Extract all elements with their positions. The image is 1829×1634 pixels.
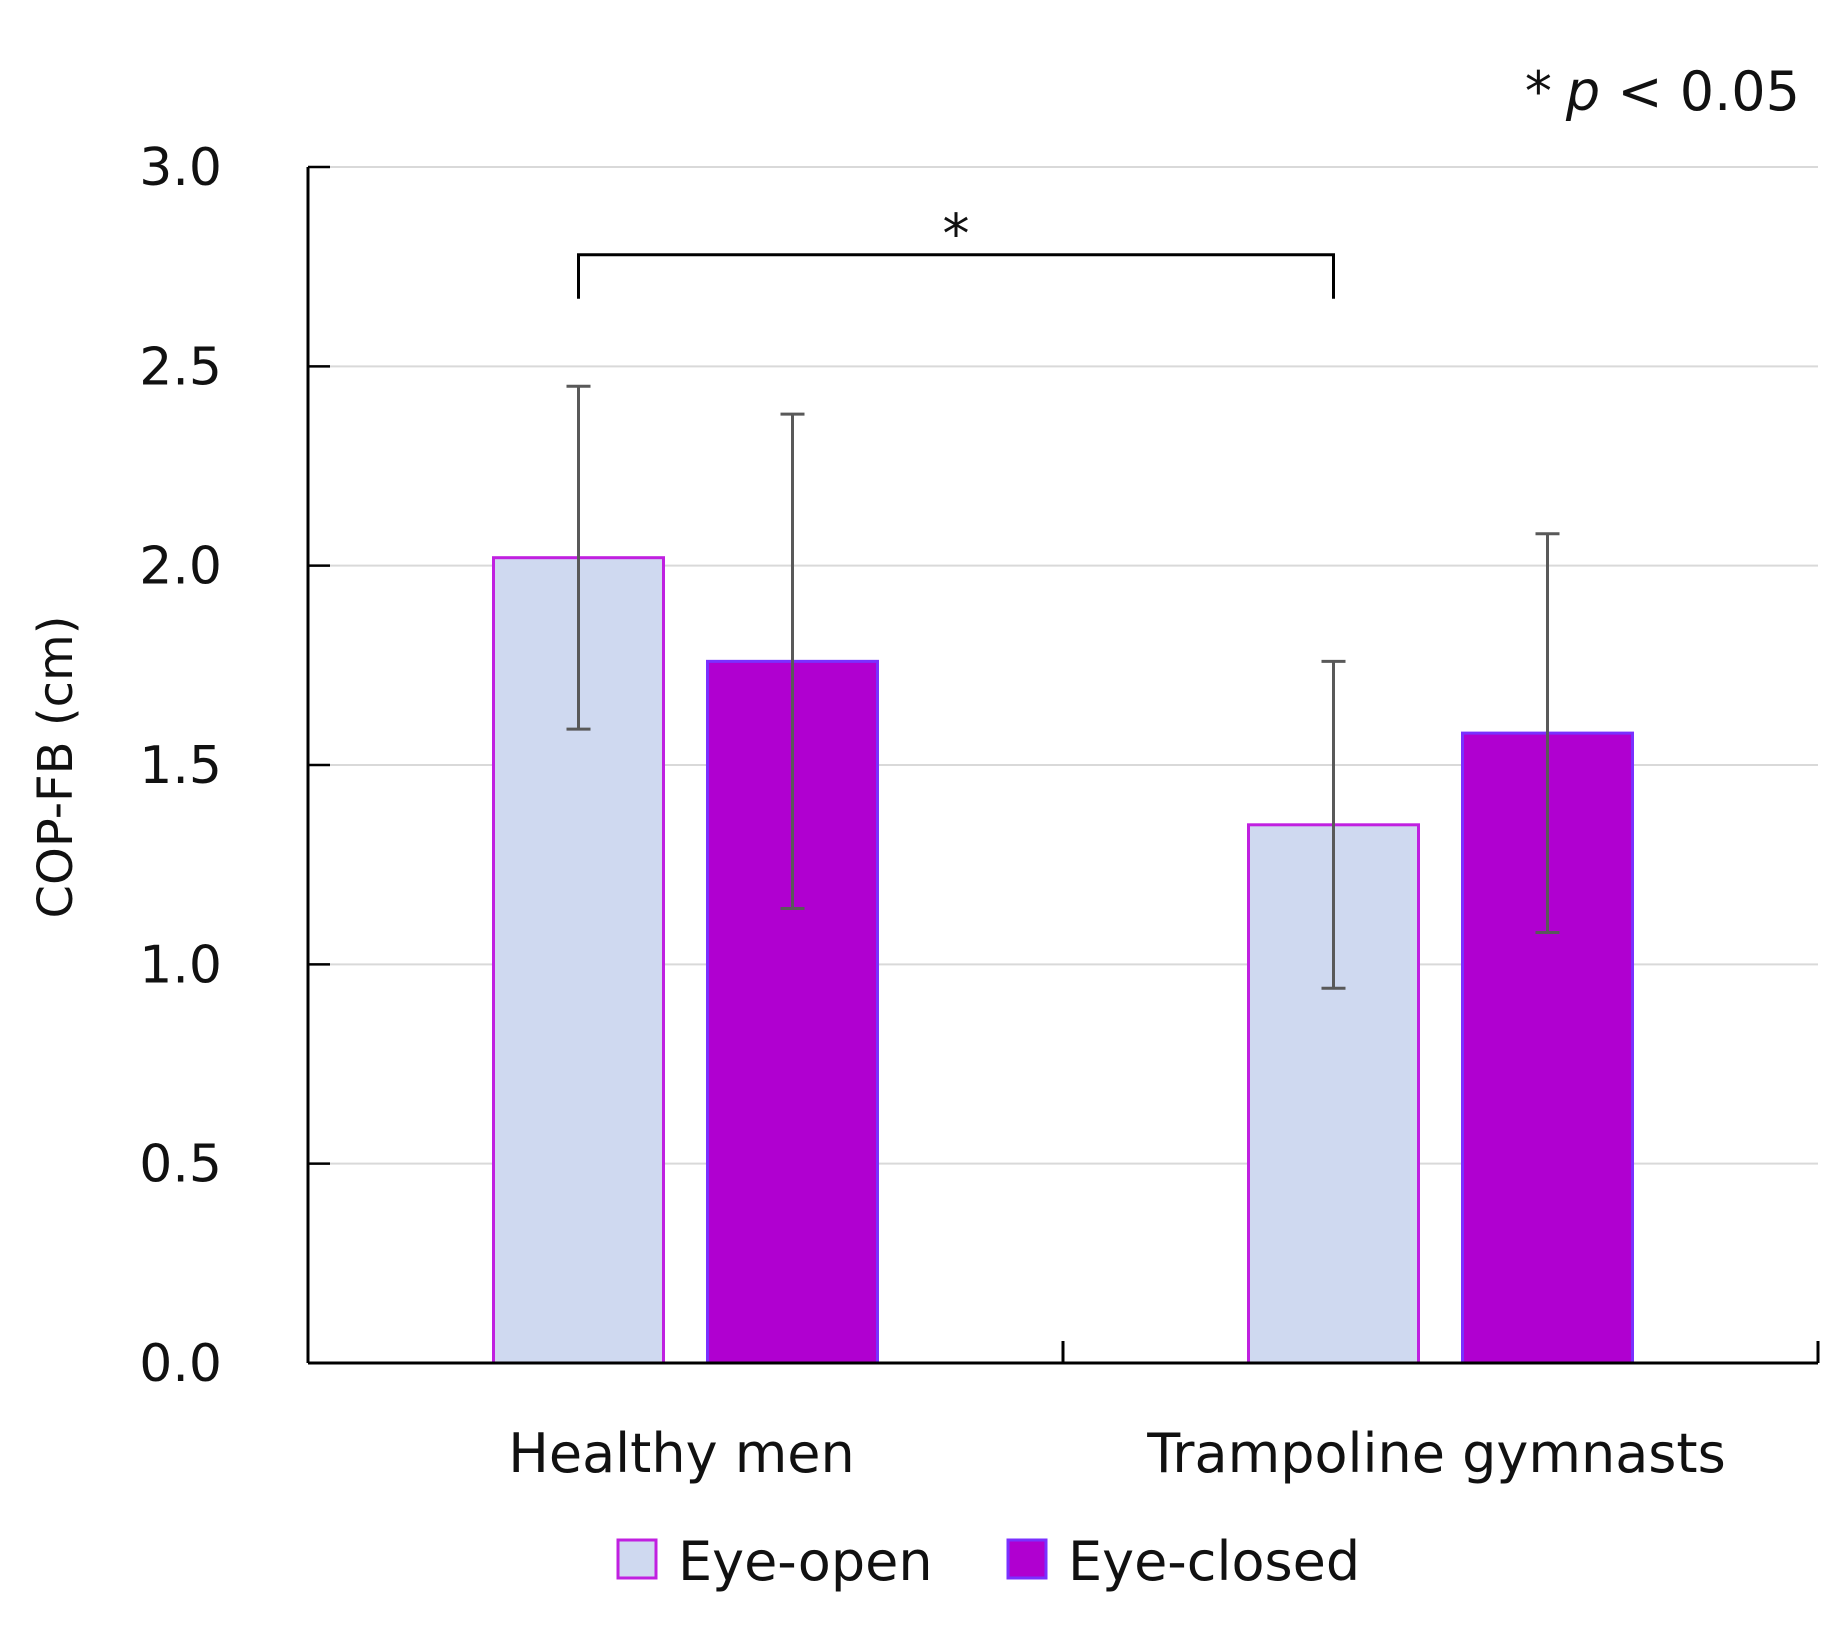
error-bars: [566, 384, 1560, 990]
significance-bracket: *: [577, 203, 1335, 299]
y-tick-label: 2.0: [139, 537, 222, 597]
y-axis-title: COP-FB (cm): [28, 616, 84, 919]
y-tick-label: 2.5: [139, 337, 222, 397]
significance-line: [577, 253, 1335, 299]
y-tick-label: 1.0: [139, 935, 222, 995]
legend-swatch-eye-closed: [1006, 1538, 1048, 1580]
y-tick-label: 3.0: [139, 138, 222, 198]
p-note-star: *: [1525, 60, 1552, 123]
legend-label: Eye-open: [678, 1530, 933, 1593]
y-tick-label: 1.5: [139, 736, 222, 796]
p-value-note: * p < 0.05: [1525, 60, 1800, 123]
p-note-p: p: [1565, 60, 1600, 123]
y-tick-labels: 0.0 0.5 1.0 1.5 2.0 2.5 3.0: [139, 138, 222, 1394]
significance-marker: *: [943, 203, 970, 266]
bars: [492, 556, 1634, 1365]
legend-label: Eye-closed: [1068, 1530, 1360, 1593]
x-category-labels: Healthy men Trampoline gymnasts: [508, 1422, 1725, 1485]
x-category-label: Healthy men: [508, 1422, 855, 1485]
x-category-label: Trampoline gymnasts: [1146, 1422, 1725, 1485]
y-tick-label: 0.5: [139, 1135, 222, 1195]
y-tick-label: 0.0: [139, 1334, 222, 1394]
legend-swatch-eye-open: [616, 1538, 658, 1580]
p-note-rest: < 0.05: [1600, 60, 1800, 123]
axes: [306, 167, 1820, 1365]
legend: Eye-open Eye-closed: [616, 1530, 1360, 1593]
